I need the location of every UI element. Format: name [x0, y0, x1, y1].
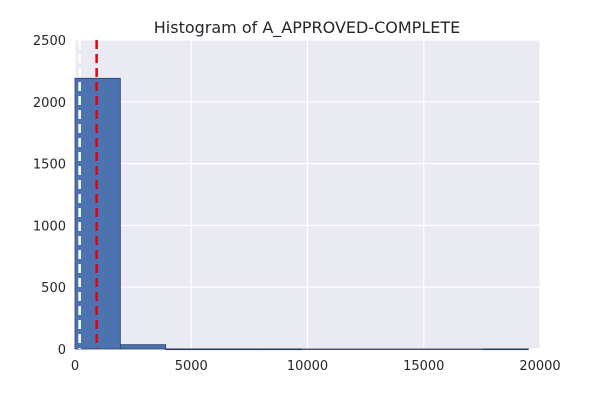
x-axis-ticks: 0 5000 10000 15000 20000	[71, 359, 561, 374]
histogram-bar	[210, 348, 257, 351]
y-tick-label: 1500	[33, 158, 66, 173]
x-tick-label: 5000	[175, 359, 208, 374]
histogram-bar	[119, 344, 167, 350]
x-tick-label: 0	[71, 359, 79, 374]
reference-lines	[78, 40, 98, 349]
grid-lines	[74, 39, 541, 350]
histogram-bar	[437, 348, 484, 350]
histogram-bar	[482, 348, 529, 351]
x-tick-label: 10000	[287, 359, 328, 374]
histogram-bar	[255, 348, 303, 351]
y-tick-label: 2500	[33, 34, 66, 49]
histogram-bar	[391, 348, 439, 350]
y-tick-label: 2000	[33, 96, 66, 111]
y-tick-label: 500	[41, 281, 66, 296]
y-tick-label: 1000	[33, 219, 66, 234]
histogram-bar	[165, 348, 212, 351]
histogram-bar	[301, 348, 348, 350]
histogram-bar	[346, 348, 393, 350]
chart-title: Histogram of A_APPROVED-COMPLETE	[154, 18, 460, 38]
y-axis-ticks: 0 500 1000 1500 2000 2500	[33, 34, 66, 358]
x-tick-label: 20000	[519, 359, 560, 374]
y-tick-label: 0	[58, 343, 66, 358]
x-tick-label: 15000	[403, 359, 444, 374]
